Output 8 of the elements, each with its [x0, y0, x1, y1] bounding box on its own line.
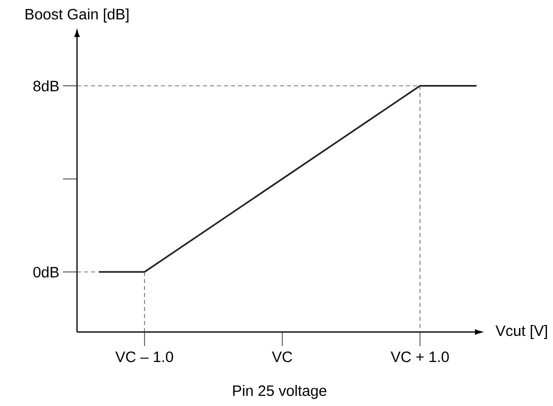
y-tick-label: 0dB [33, 266, 59, 278]
x-tick-label: VC + 1.0 [390, 352, 449, 362]
x-axis-title: Vcut [V] [496, 324, 547, 339]
y-tick-label: 8dB [33, 80, 59, 92]
y-axis-title: Boost Gain [dB] [26, 8, 128, 22]
x-tick-label: VC – 1.0 [115, 352, 174, 362]
text: Pin 25 voltage [233, 384, 326, 399]
x-tick-label: VC [272, 352, 292, 362]
